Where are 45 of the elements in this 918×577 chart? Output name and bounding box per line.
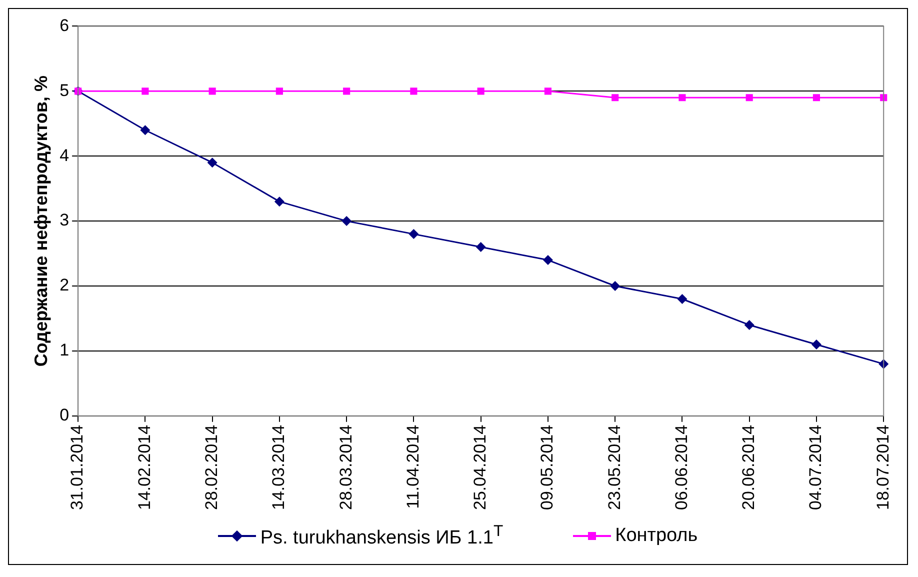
x-tick-label: 18.07.2014	[873, 424, 892, 510]
y-tick-label: 2	[60, 276, 70, 295]
point	[276, 88, 283, 95]
point	[544, 88, 552, 95]
point	[812, 94, 820, 102]
point	[677, 294, 688, 304]
point	[746, 94, 753, 102]
x-tick-label: 23.05.2014	[604, 424, 624, 510]
y-tick-label: 1	[60, 340, 70, 360]
x-tick-label: 25.04.2014	[470, 424, 490, 510]
x-tick-label: 04.07.2014	[806, 424, 826, 510]
x-tick-label: 11.04.2014	[403, 424, 422, 509]
point	[811, 339, 822, 350]
point	[476, 242, 486, 252]
legend-label: Контроль	[615, 525, 698, 548]
point	[542, 255, 553, 266]
x-tick-label: 31.01.2014	[68, 424, 87, 510]
y-tick-label: 3	[60, 210, 70, 230]
x-tick-label: 20.06.2014	[739, 424, 758, 510]
y-tick-label: 4	[60, 146, 70, 165]
y-axis-title: Содержание нефтепродуктов, %	[30, 76, 51, 367]
x-tick-label: 14.03.2014	[269, 424, 288, 510]
x-tick-label: 06.06.2014	[672, 424, 691, 510]
x-tick-label: 14.02.2014	[134, 424, 154, 510]
x-tick-label: 09.05.2014	[538, 424, 557, 510]
point	[408, 229, 419, 240]
point	[410, 88, 418, 95]
point	[678, 94, 686, 102]
x-tick-label: 28.02.2014	[202, 424, 221, 510]
point	[208, 88, 216, 95]
point	[140, 125, 150, 136]
point	[610, 281, 620, 292]
point	[274, 196, 284, 207]
y-tick-label: 0	[60, 406, 70, 425]
point	[342, 216, 352, 226]
point	[744, 320, 754, 330]
x-tick-label: 28.03.2014	[336, 424, 356, 510]
point	[612, 94, 619, 102]
point	[477, 88, 484, 95]
point	[142, 88, 149, 95]
point	[207, 158, 218, 168]
legend-label: Ps. turukhanskensis ИБ 1.1$^{Т}$	[260, 523, 504, 550]
point	[343, 88, 350, 95]
y-tick-label: 5	[60, 80, 70, 100]
y-tick-label: 6	[60, 16, 70, 35]
